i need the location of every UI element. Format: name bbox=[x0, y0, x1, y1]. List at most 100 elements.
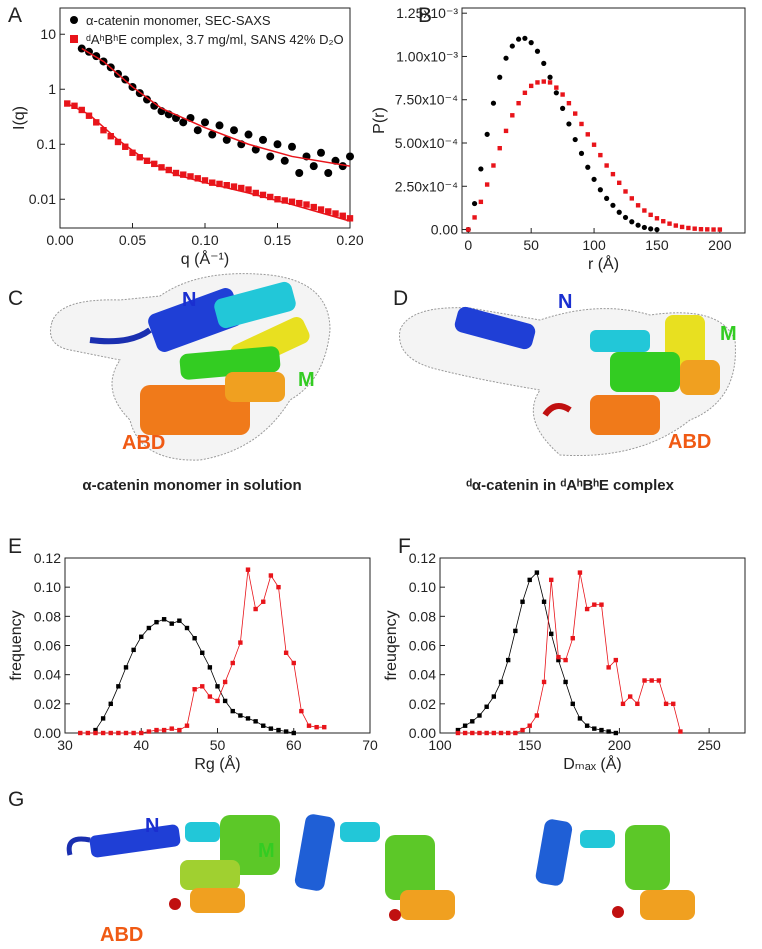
data-point bbox=[222, 135, 231, 144]
data-point bbox=[194, 175, 201, 182]
data-point bbox=[180, 171, 187, 178]
series-line bbox=[457, 572, 681, 734]
data-point bbox=[579, 121, 584, 127]
y-tick-label: 5.00x10⁻⁴ bbox=[395, 135, 458, 151]
data-point bbox=[253, 606, 258, 612]
data-point bbox=[578, 150, 585, 156]
x-tick-label: 150 bbox=[518, 737, 542, 753]
plot-frame bbox=[461, 7, 746, 234]
data-point bbox=[622, 214, 629, 221]
data-point bbox=[322, 724, 327, 730]
data-point bbox=[478, 199, 484, 205]
data-point bbox=[477, 730, 482, 736]
panel-label: B bbox=[418, 4, 432, 27]
y-tick-label: 0.01 bbox=[29, 191, 56, 207]
data-point bbox=[654, 226, 660, 233]
data-point bbox=[471, 200, 478, 207]
legend-marker bbox=[70, 16, 78, 24]
data-point bbox=[146, 729, 152, 734]
y-tick-label: 0.00 bbox=[431, 222, 458, 238]
data-point bbox=[131, 647, 136, 653]
data-point bbox=[484, 704, 489, 709]
data-point bbox=[259, 191, 267, 199]
data-point bbox=[599, 727, 604, 733]
data-point bbox=[261, 599, 266, 604]
data-point bbox=[114, 138, 122, 146]
data-point bbox=[613, 730, 619, 736]
data-point bbox=[209, 179, 216, 186]
panel-label: F bbox=[398, 535, 411, 558]
data-point bbox=[116, 730, 121, 736]
data-point bbox=[556, 654, 561, 660]
fit-line bbox=[66, 102, 351, 222]
domain-label: N bbox=[182, 289, 196, 311]
y-tick-label: 0.02 bbox=[409, 696, 436, 712]
data-point bbox=[223, 182, 230, 189]
data-point bbox=[100, 127, 107, 134]
x-tick-label: 30 bbox=[57, 737, 73, 753]
data-point bbox=[648, 212, 653, 218]
data-point bbox=[339, 212, 346, 219]
data-point bbox=[679, 224, 685, 230]
data-point bbox=[534, 713, 540, 718]
data-point bbox=[477, 713, 482, 718]
x-tick-label: 50 bbox=[210, 737, 226, 753]
x-tick-label: 0.00 bbox=[46, 232, 73, 248]
data-point bbox=[274, 196, 281, 203]
data-point bbox=[244, 130, 253, 139]
y-tick-label: 0.10 bbox=[409, 579, 436, 595]
y-axis-label: I(q) bbox=[11, 106, 28, 130]
data-point bbox=[108, 701, 113, 707]
panel-label: A bbox=[8, 4, 22, 27]
data-point bbox=[616, 209, 622, 215]
data-point bbox=[161, 727, 167, 733]
data-point bbox=[136, 154, 143, 161]
data-point bbox=[230, 126, 238, 135]
data-point bbox=[629, 196, 634, 201]
data-point bbox=[478, 166, 484, 172]
data-point bbox=[455, 727, 461, 733]
data-point bbox=[288, 198, 296, 205]
data-point bbox=[261, 723, 266, 728]
data-point bbox=[324, 169, 333, 177]
data-point bbox=[462, 723, 468, 728]
data-point bbox=[107, 133, 114, 140]
x-tick-label: 0.15 bbox=[264, 232, 291, 248]
data-point bbox=[139, 730, 144, 736]
data-point bbox=[295, 169, 304, 177]
data-point bbox=[698, 226, 704, 232]
data-point bbox=[606, 729, 611, 734]
data-point bbox=[510, 113, 515, 118]
data-point bbox=[541, 679, 547, 685]
data-point bbox=[78, 730, 83, 736]
data-point bbox=[717, 227, 723, 232]
data-point bbox=[591, 142, 597, 147]
data-point bbox=[591, 176, 597, 182]
data-point bbox=[276, 584, 281, 590]
data-point bbox=[245, 567, 251, 572]
legend-marker bbox=[70, 35, 78, 43]
data-point bbox=[268, 573, 274, 578]
data-point bbox=[678, 729, 683, 734]
data-point bbox=[570, 701, 575, 707]
data-point bbox=[309, 162, 318, 171]
data-point bbox=[541, 60, 547, 66]
data-point bbox=[520, 727, 525, 733]
data-point bbox=[169, 726, 174, 731]
data-point bbox=[131, 730, 136, 736]
data-point bbox=[230, 660, 235, 666]
data-point bbox=[184, 723, 190, 728]
x-tick-label: 0 bbox=[464, 237, 472, 253]
data-point bbox=[245, 716, 251, 721]
data-point bbox=[635, 222, 641, 228]
x-tick-label: 0.05 bbox=[119, 232, 146, 248]
data-point bbox=[597, 187, 603, 193]
x-axis-label: Rg (Å) bbox=[194, 754, 240, 773]
x-tick-label: 40 bbox=[133, 737, 149, 753]
data-point bbox=[184, 625, 190, 631]
data-point bbox=[346, 152, 354, 161]
data-point bbox=[238, 713, 243, 718]
data-point bbox=[154, 727, 159, 733]
x-tick-label: 50 bbox=[523, 237, 539, 253]
